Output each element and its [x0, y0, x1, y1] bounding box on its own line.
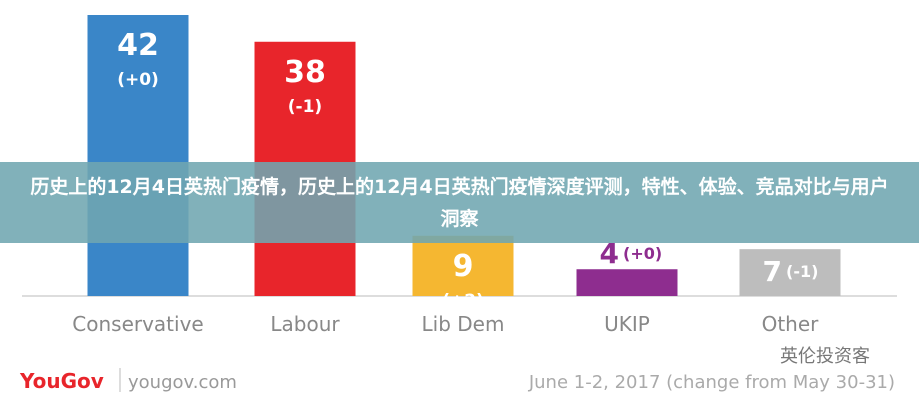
change-label: (-1) [288, 97, 322, 117]
category-label: Conservative [72, 312, 203, 336]
brand: YouGov [19, 369, 104, 393]
banner: 历史上的12月4日英热门疫情，历史上的12月4日英热门疫情深度评测，特性、体验、… [0, 162, 919, 243]
value-label: 7 [763, 255, 782, 288]
bar [576, 269, 678, 296]
change-label: (+0) [623, 244, 662, 263]
category-label: Labour [270, 312, 340, 336]
value-label: 4 [600, 237, 619, 270]
note: June 1-2, 2017 (change from May 30-31) [528, 372, 895, 393]
category-label: Other [762, 312, 820, 336]
banner-title: 历史上的12月4日英热门疫情，历史上的12月4日英热门疫情深度评测，特性、体验、… [30, 175, 889, 230]
value-label: 38 [284, 55, 326, 90]
category-label: UKIP [604, 312, 650, 336]
watermark: 英伦投资客 [780, 346, 870, 367]
value-label: 9 [453, 249, 474, 284]
value-label: 42 [117, 28, 159, 63]
bar [87, 15, 189, 296]
change-label: (-1) [786, 262, 818, 281]
change-label: (+0) [117, 70, 159, 90]
site: yougov.com [128, 372, 237, 393]
category-label: Lib Dem [422, 312, 505, 336]
bar [412, 235, 514, 296]
change-label: (+2) [442, 291, 484, 311]
bar [739, 249, 841, 296]
